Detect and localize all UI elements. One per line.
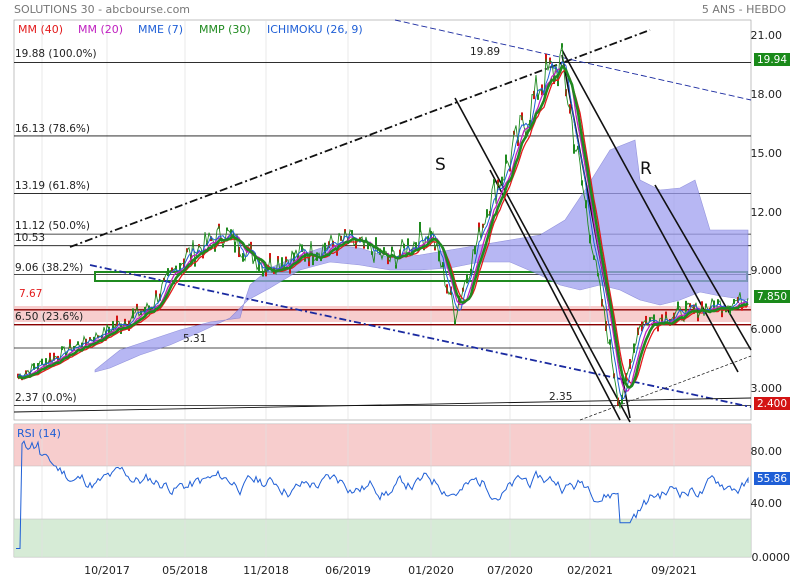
- pattern-r-label: R: [640, 159, 652, 179]
- fib-label-786: 16.13 (78.6%): [15, 123, 90, 135]
- rsi-last-tag: 55.86: [757, 473, 787, 485]
- r-channel-line-c: [654, 184, 752, 351]
- price-series: [17, 43, 749, 410]
- x-tick-7: 09/2021: [651, 564, 697, 577]
- grid-lines: [14, 20, 751, 557]
- x-tick-2: 11/2018: [243, 564, 289, 577]
- dotted-rise-line: [579, 355, 752, 421]
- fib-label-382: 9.06 (38.2%): [15, 262, 83, 274]
- lower-price-tag-bg: [754, 397, 790, 410]
- trough-label: 2.35: [549, 391, 572, 403]
- price-tick-3: 3.000: [751, 382, 783, 395]
- price-tick-15: 15.00: [751, 147, 783, 160]
- x-tick-1: 05/2018: [162, 564, 208, 577]
- x-tick-3: 06/2019: [325, 564, 371, 577]
- legend-mm20: MM (20): [78, 23, 123, 36]
- rsi-oversold-zone: [14, 519, 751, 557]
- rsi-series: [16, 440, 749, 549]
- legend-mm40: MM (40): [18, 23, 63, 36]
- x-tick-4: 01/2020: [408, 564, 454, 577]
- mmp30-line: [17, 64, 749, 389]
- rsi-tick-40: 40.00: [751, 497, 783, 510]
- upper-price-tag-bg: [754, 53, 790, 66]
- chart-period: 5 ANS - HEBDO: [702, 3, 786, 16]
- long-base-line: [13, 397, 752, 413]
- fib-label-236: 6.50 (23.6%): [15, 311, 83, 323]
- last-price-tag-bg: [754, 290, 790, 303]
- rsi-title: RSI (14): [17, 427, 61, 440]
- s-channel-line: [454, 97, 631, 423]
- lower-price-tag: 2.400: [757, 398, 787, 410]
- legend-mmp30: MMP (30): [199, 23, 251, 36]
- chart-title: SOLUTIONS 30 - abcbourse.com: [14, 3, 190, 16]
- x-tick-0: 10/2017: [84, 564, 130, 577]
- legend-mme7: MME (7): [138, 23, 183, 36]
- level-label-767: 7.67: [19, 288, 42, 300]
- r-channel-line-b: [489, 169, 621, 421]
- rsi-last-tag-bg: [754, 472, 790, 485]
- fib-label-100: 19.88 (100.0%): [15, 48, 97, 60]
- rsi-tick-0: 0.0000: [752, 551, 791, 564]
- fib-label-618: 13.19 (61.8%): [15, 180, 90, 192]
- last-price-tag: 7.850: [757, 291, 787, 303]
- rsi-overbought-zone: [14, 424, 751, 466]
- rsi-line: [16, 440, 749, 549]
- fib-label-0: 2.37 (0.0%): [15, 392, 77, 404]
- rsi-tick-80: 80.00: [751, 445, 783, 458]
- price-tick-6: 6.000: [751, 323, 783, 336]
- level-label-1053: 10.53: [15, 232, 45, 244]
- price-tick-12: 12.00: [751, 206, 783, 219]
- peak-label: 19.89: [470, 46, 500, 58]
- price-tick-18: 18.00: [751, 88, 783, 101]
- x-tick-5: 07/2020: [487, 564, 533, 577]
- upper-price-tag: 19.94: [757, 54, 787, 66]
- fib-label-50: 11.12 (50.0%): [15, 220, 90, 232]
- price-tick-21: 21.00: [751, 29, 783, 42]
- x-tick-6: 02/2021: [567, 564, 613, 577]
- price-tick-9: 9.000: [751, 264, 783, 277]
- descending-dashed-line: [394, 19, 752, 101]
- legend-ichimoku: ICHIMOKU (26, 9): [267, 23, 363, 36]
- pattern-s-label: S: [435, 155, 446, 175]
- r-channel-line-a: [561, 49, 739, 373]
- support-label-531: 5.31: [183, 333, 206, 345]
